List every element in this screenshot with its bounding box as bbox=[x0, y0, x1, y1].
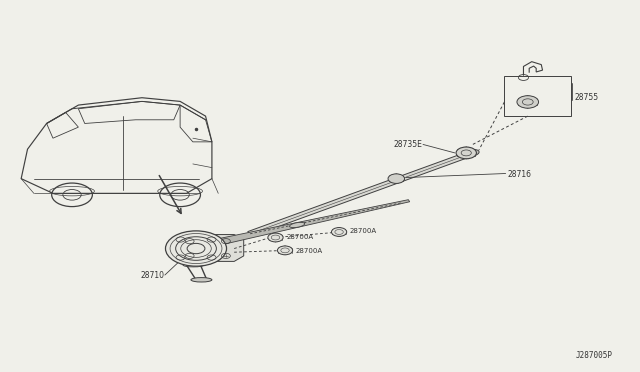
Circle shape bbox=[277, 246, 292, 255]
Text: 28735E: 28735E bbox=[393, 140, 422, 149]
Text: J287005P: J287005P bbox=[575, 351, 612, 360]
Polygon shape bbox=[183, 235, 244, 262]
Circle shape bbox=[388, 174, 404, 183]
Text: 28710: 28710 bbox=[141, 270, 164, 279]
Bar bbox=[504, 76, 571, 116]
Text: 28700A: 28700A bbox=[350, 228, 377, 234]
Ellipse shape bbox=[466, 150, 479, 156]
Circle shape bbox=[456, 147, 476, 159]
Ellipse shape bbox=[191, 278, 212, 282]
Polygon shape bbox=[248, 151, 475, 236]
Circle shape bbox=[332, 228, 347, 236]
Ellipse shape bbox=[289, 222, 305, 228]
Polygon shape bbox=[204, 200, 410, 248]
Text: 28716: 28716 bbox=[508, 170, 532, 179]
Text: 28700A: 28700A bbox=[296, 248, 323, 254]
Circle shape bbox=[517, 96, 539, 108]
Circle shape bbox=[268, 233, 283, 242]
Text: 28755: 28755 bbox=[574, 93, 598, 102]
Circle shape bbox=[166, 231, 227, 266]
Text: 28700A: 28700A bbox=[286, 234, 314, 240]
